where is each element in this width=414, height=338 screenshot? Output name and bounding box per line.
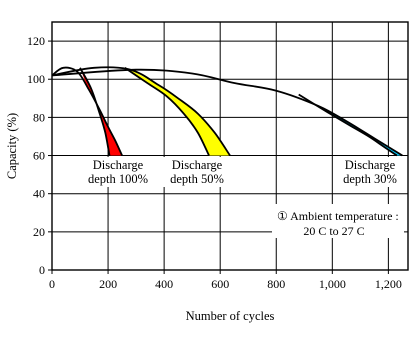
annotation-line: ① Ambient temperature :	[277, 209, 399, 223]
x-tick-label: 400	[155, 277, 173, 291]
x-tick-label: 600	[211, 277, 229, 291]
annotation: ① Ambient temperature :20 C to 27 C	[272, 204, 404, 238]
y-tick-label: 0	[39, 263, 45, 277]
series-label-0: depth 100%	[88, 172, 148, 186]
x-tick-label: 800	[267, 277, 285, 291]
y-tick-label: 40	[33, 187, 45, 201]
series-fill-0	[80, 67, 123, 156]
series-label-0: Discharge	[93, 158, 144, 172]
series-line-lower-0	[79, 67, 111, 156]
series-label-bg-0	[82, 157, 154, 187]
y-tick-label: 120	[27, 34, 45, 48]
series-lines	[51, 66, 403, 157]
y-axis-label: Capacity (%)	[5, 113, 19, 179]
y-tick-label: 20	[33, 225, 45, 239]
plot-frame	[51, 21, 409, 271]
annotation-line: 20 C to 27 C	[303, 224, 364, 238]
annotation-bg	[272, 204, 404, 238]
series-label-bg-2	[334, 157, 406, 187]
series-line-upper-1	[51, 66, 231, 157]
series-fills	[80, 67, 403, 156]
y-tick-label: 60	[33, 149, 45, 163]
y-tick-label: 80	[33, 110, 45, 124]
series-line-upper-2	[51, 68, 403, 157]
x-axis-label: Number of cycles	[186, 309, 275, 323]
series-label-bg-1	[161, 157, 233, 187]
y-tick-label: 100	[27, 72, 45, 86]
ticks: 0 200 400 600 800 1,000 1,200 0 20 40 60 80 100 120	[27, 34, 402, 291]
x-tick-label: 1,200	[375, 277, 402, 291]
series-line-lower-2	[298, 93, 398, 157]
series-label-1: Discharge	[172, 158, 223, 172]
x-tick-label: 0	[49, 277, 55, 291]
series-label-1: depth 50%	[170, 172, 224, 186]
series-line-lower-1	[124, 67, 210, 156]
x-tick-label: 200	[99, 277, 117, 291]
series-label-2: depth 30%	[343, 172, 397, 186]
series-fill-1	[124, 67, 230, 156]
x-tick-label: 1,000	[319, 277, 346, 291]
series-label-2: Discharge	[345, 158, 396, 172]
